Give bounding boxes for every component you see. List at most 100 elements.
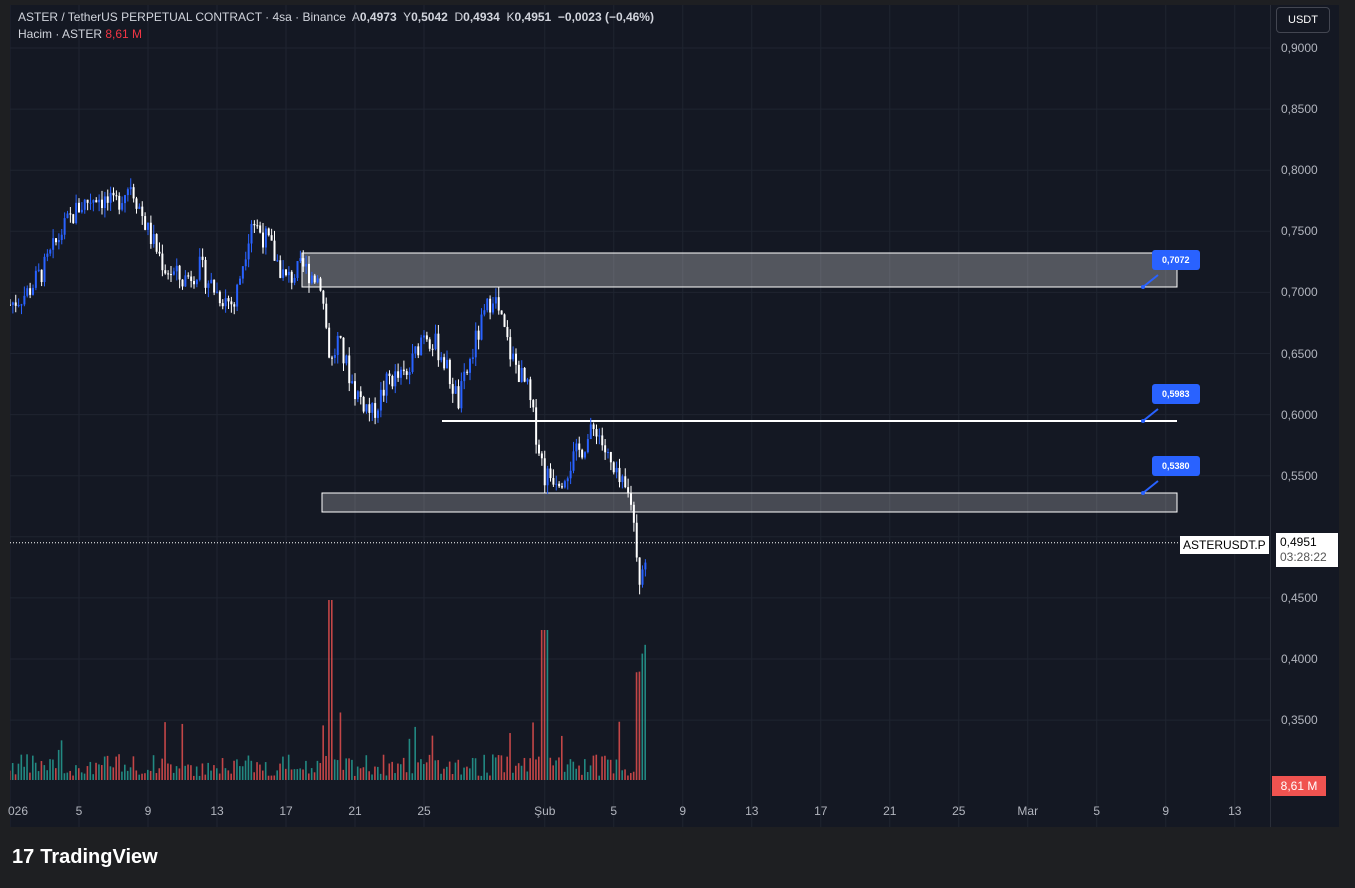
candle-body — [126, 189, 129, 196]
price-callout[interactable]: 0,5983 — [1152, 384, 1200, 404]
candle-body — [601, 435, 604, 446]
volume-bar — [23, 766, 25, 780]
candle-body — [584, 452, 586, 458]
candle-body — [78, 202, 80, 213]
candle-body — [23, 295, 26, 305]
last-price-tag: 0,4951 03:28:22 — [1276, 533, 1338, 567]
volume-bar — [492, 754, 494, 780]
volume-bar — [264, 762, 267, 780]
volume-bar — [11, 763, 14, 780]
candle-body — [86, 199, 89, 203]
candle-body — [471, 357, 474, 360]
volume-bar — [443, 768, 445, 780]
volume-bar — [273, 775, 276, 780]
candle-body — [37, 269, 40, 271]
candle-body — [158, 251, 161, 254]
candle-body — [612, 462, 615, 473]
volume-bar — [26, 754, 28, 780]
volume-bar — [181, 723, 184, 780]
volume-bar — [391, 761, 393, 780]
candle-body — [49, 249, 52, 254]
volume-bar — [144, 773, 146, 780]
candle-body — [83, 199, 86, 210]
candle-body — [259, 225, 262, 233]
volume-bar — [477, 775, 480, 780]
volume-bar — [342, 769, 345, 780]
candle-body — [443, 357, 446, 369]
volume-bar — [431, 735, 434, 780]
candle-body — [230, 301, 233, 305]
volume-bar — [374, 766, 376, 780]
date-tick: 25 — [952, 804, 966, 818]
volume-bar — [575, 768, 577, 780]
candle-body — [32, 287, 34, 295]
volume-bar — [368, 771, 370, 780]
tradingview-logo[interactable]: 17 TradingView — [12, 846, 158, 868]
close-value: 0,4951 — [514, 10, 552, 24]
volume-bar — [377, 766, 379, 780]
volume-bar — [279, 763, 281, 780]
candle-body — [72, 214, 75, 224]
candle-body — [290, 271, 293, 283]
chart-area[interactable] — [9, 5, 1270, 827]
volume-bar — [201, 763, 204, 780]
volume-bar — [331, 600, 333, 780]
volume-bar — [172, 772, 175, 780]
volume-bar — [316, 760, 319, 780]
candle-body — [132, 187, 135, 199]
candle-body — [195, 279, 198, 285]
price-callout[interactable]: 0,7072 — [1152, 250, 1200, 270]
volume-bar — [167, 763, 169, 780]
volume-bar — [158, 768, 161, 780]
volume-bar — [224, 768, 227, 780]
candle-body — [80, 209, 83, 213]
volume-bar — [615, 759, 618, 780]
candle-body — [581, 449, 584, 458]
candle-body — [397, 371, 400, 378]
candle-body — [233, 304, 236, 307]
volume-bar — [526, 771, 529, 780]
candle-body — [431, 348, 434, 350]
price-callout[interactable]: 0,5380 — [1152, 456, 1200, 476]
candle-body — [106, 196, 109, 203]
volume-bar — [322, 725, 324, 780]
candle-body — [201, 256, 204, 260]
price-axis[interactable] — [1270, 5, 1339, 827]
candle-body — [379, 389, 382, 411]
volume-bar — [509, 733, 511, 780]
anchor-point — [1141, 419, 1145, 423]
volume-bar — [86, 766, 89, 780]
volume-bar — [446, 766, 448, 780]
candle-body — [460, 381, 463, 409]
volume-bar — [195, 766, 198, 780]
candle-body — [239, 278, 241, 285]
volume-bar — [356, 766, 359, 780]
candle-body — [408, 371, 411, 375]
candle-body — [236, 284, 239, 307]
currency-button[interactable]: USDT — [1276, 7, 1330, 33]
candle-body — [635, 522, 638, 558]
volume-bar — [52, 759, 54, 780]
volume-bar — [604, 755, 606, 780]
volume-bar — [397, 763, 399, 780]
candle-body — [356, 391, 359, 400]
candle-body — [193, 281, 195, 285]
volume-bar — [595, 754, 598, 780]
volume-bar — [486, 772, 488, 780]
candle-body — [285, 269, 287, 276]
volume-bar — [546, 630, 549, 780]
candle-body — [494, 297, 497, 304]
candle-body — [17, 304, 20, 306]
volume-bar — [132, 756, 135, 780]
open-value: 0,4973 — [359, 10, 397, 24]
callout-pointer — [1142, 480, 1159, 494]
volume-bar — [302, 769, 304, 780]
volume-bar — [126, 770, 129, 780]
candle-body — [178, 265, 181, 280]
candle-body — [451, 384, 454, 394]
volume-bar — [233, 760, 235, 780]
candle-body — [216, 291, 218, 293]
volume-bar — [147, 769, 149, 780]
volume-bar — [308, 773, 310, 780]
candle-body — [486, 298, 489, 311]
